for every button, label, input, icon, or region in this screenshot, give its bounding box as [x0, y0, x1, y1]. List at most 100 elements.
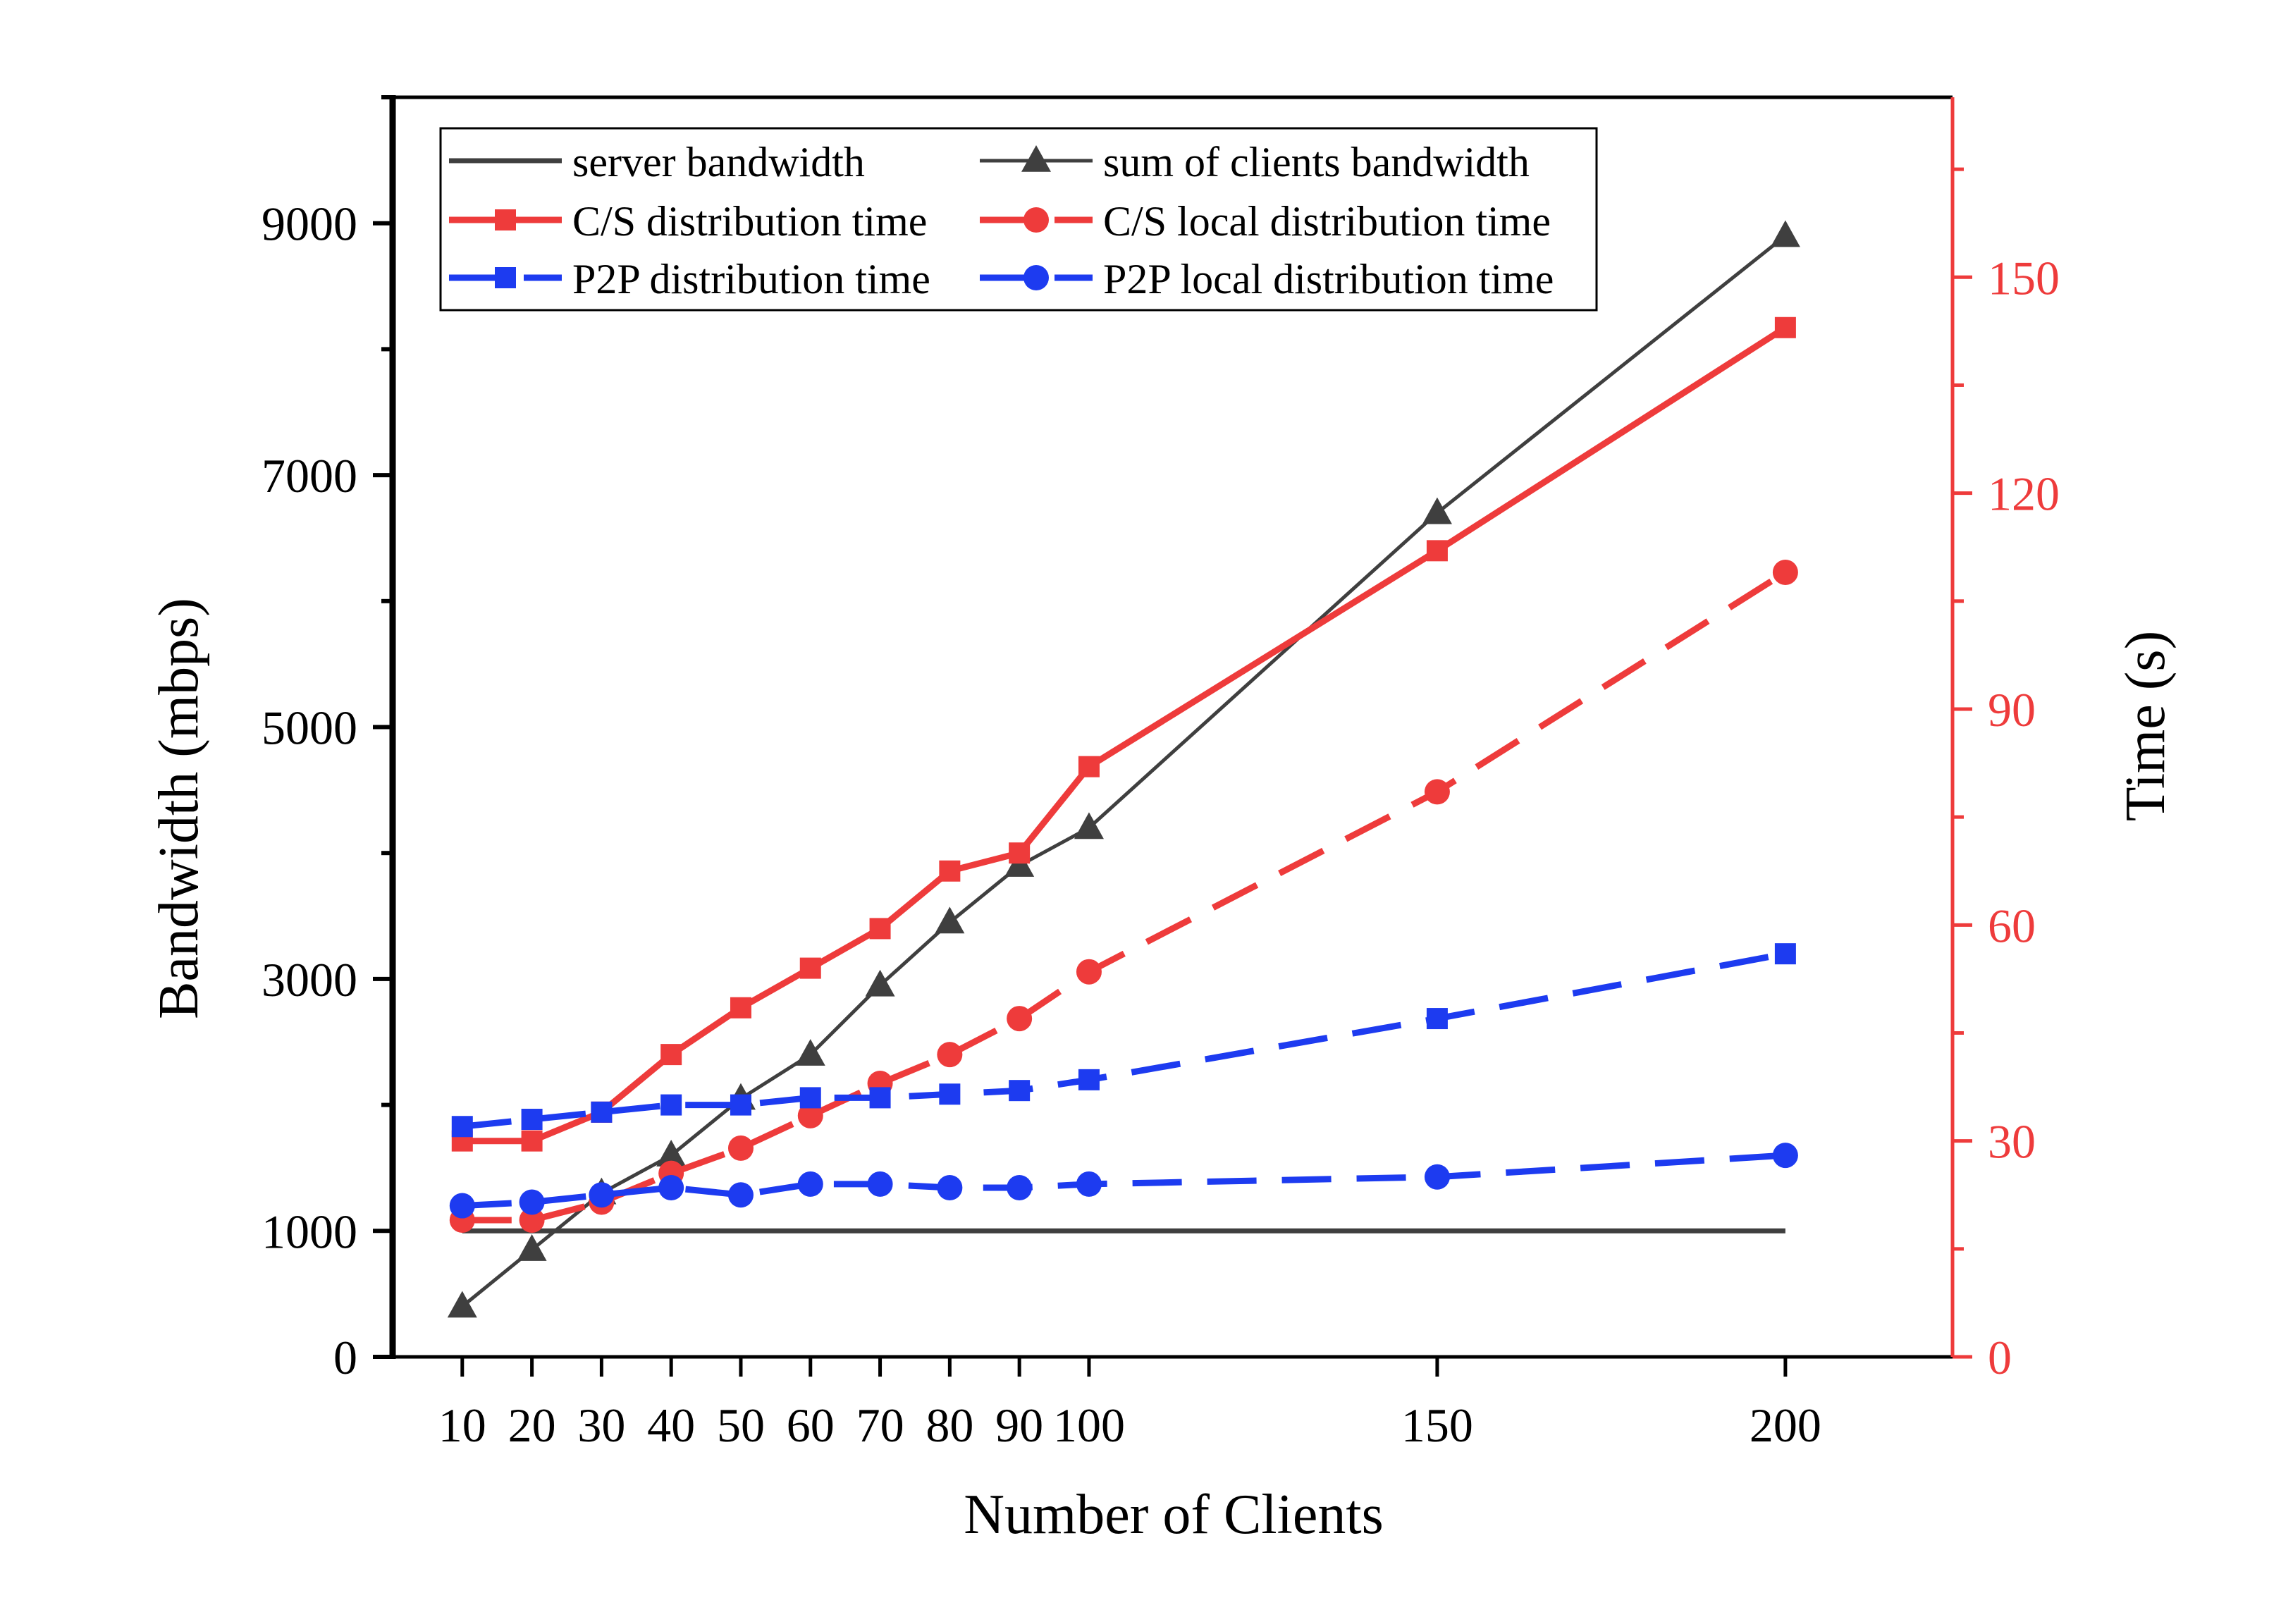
y-axis-left-title: Bandwidth (mbps) — [148, 598, 210, 1019]
y-left-tick-label: 1000 — [262, 1205, 357, 1258]
y-right-tick-label: 90 — [1988, 683, 2036, 737]
x-tick-label: 50 — [717, 1398, 765, 1452]
data-point-circle — [797, 1171, 823, 1197]
data-point-triangle — [517, 1234, 547, 1261]
x-tick-label: 40 — [647, 1398, 695, 1452]
data-point-square — [1009, 1080, 1031, 1102]
data-point-triangle — [447, 1291, 477, 1318]
data-point-circle — [449, 1193, 475, 1219]
data-point-square — [521, 1109, 543, 1131]
data-point-circle — [1076, 1171, 1102, 1197]
series-6 — [449, 1143, 1798, 1219]
series-line — [462, 950, 1786, 1130]
y-right-tick-label: 150 — [1988, 251, 2060, 304]
data-point-circle — [519, 1189, 545, 1215]
data-point-circle — [937, 1175, 963, 1201]
series-layer — [447, 220, 1800, 1318]
data-point-square — [799, 1087, 821, 1109]
data-point-circle — [937, 1042, 963, 1068]
legend-label: P2P distribution time — [572, 256, 930, 302]
data-point-circle — [658, 1175, 684, 1201]
legend-label: C/S local distribution time — [1103, 198, 1551, 245]
data-point-circle — [519, 1207, 545, 1233]
y-left-tick-label: 9000 — [262, 197, 357, 251]
y-right-tick-label: 0 — [1988, 1331, 2012, 1384]
y-left-tick-label: 5000 — [262, 701, 357, 755]
legend-item: C/S distribution time — [449, 198, 927, 245]
data-point-square — [1078, 756, 1100, 777]
data-point-square — [939, 860, 961, 882]
data-point-triangle — [1770, 220, 1800, 247]
data-point-circle — [1424, 779, 1450, 805]
x-tick-label: 10 — [438, 1398, 486, 1452]
data-point-circle — [1772, 559, 1798, 585]
axes-layer: 10 20 30 40 50 60 70 80 90 100 150 2000100030005000… — [262, 95, 2060, 1452]
y-axis-right-title: Time (s) — [2115, 631, 2177, 821]
data-point-square — [660, 1094, 682, 1116]
data-point-circle — [727, 1182, 754, 1208]
x-tick-label: 150 — [1401, 1398, 1473, 1452]
legend-item: C/S local distribution time — [980, 198, 1551, 245]
data-point-square — [521, 1130, 543, 1152]
data-point-square — [1426, 1008, 1448, 1030]
y-left-tick-label: 3000 — [262, 953, 357, 1007]
data-point-square — [869, 918, 891, 940]
data-point-circle — [1076, 959, 1102, 985]
data-point-triangle — [865, 969, 895, 997]
data-point-square — [660, 1044, 682, 1066]
data-point-circle — [1424, 1164, 1450, 1190]
data-point-square — [730, 997, 751, 1019]
x-tick-label: 20 — [508, 1398, 556, 1452]
data-point-square — [591, 1101, 613, 1123]
data-point-square — [495, 209, 516, 230]
legend: server bandwidth sum of clients bandwidth… — [439, 127, 1598, 312]
data-point-circle — [589, 1182, 615, 1208]
x-axis-title: Number of Clients — [964, 1484, 1383, 1546]
y-left-tick-label: 0 — [333, 1331, 357, 1384]
data-point-square — [869, 1087, 891, 1109]
y-right-tick-label: 120 — [1988, 467, 2060, 521]
legend-label: P2P local distribution time — [1103, 256, 1554, 302]
data-point-circle — [1772, 1143, 1798, 1169]
data-point-square — [730, 1094, 751, 1116]
data-point-triangle — [1074, 812, 1104, 839]
legend-item: server bandwidth — [449, 139, 865, 185]
data-point-circle — [1007, 1006, 1033, 1032]
series-5 — [451, 943, 1796, 1138]
x-tick-label: 100 — [1053, 1398, 1125, 1452]
data-point-square — [799, 957, 821, 979]
data-point-triangle — [935, 906, 965, 934]
legend-label: server bandwidth — [572, 139, 865, 185]
x-tick-label: 30 — [577, 1398, 625, 1452]
data-point-triangle — [795, 1039, 825, 1066]
data-point-circle — [1007, 1175, 1033, 1201]
x-tick-label: 80 — [926, 1398, 973, 1452]
data-point-square — [1426, 540, 1448, 562]
data-point-triangle — [1422, 497, 1452, 524]
data-point-square — [1078, 1069, 1100, 1090]
data-point-square — [1774, 316, 1796, 338]
legend-item: P2P distribution time — [449, 256, 930, 302]
x-tick-label: 90 — [995, 1398, 1043, 1452]
data-point-square — [1009, 842, 1031, 864]
data-point-square — [939, 1083, 961, 1105]
y-right-tick-label: 30 — [1988, 1115, 2036, 1169]
data-point-triangle — [656, 1140, 687, 1167]
data-point-square — [495, 267, 516, 288]
data-point-square — [451, 1116, 473, 1138]
data-point-circle — [1023, 207, 1049, 233]
x-tick-label: 70 — [856, 1398, 904, 1452]
x-tick-label: 60 — [787, 1398, 835, 1452]
data-point-triangle — [1021, 144, 1051, 172]
legend-label: C/S distribution time — [572, 198, 927, 245]
data-point-circle — [867, 1171, 893, 1197]
legend-label: sum of clients bandwidth — [1103, 139, 1530, 185]
series-line — [462, 1152, 1786, 1210]
data-point-circle — [727, 1135, 754, 1161]
x-tick-label: 200 — [1750, 1398, 1821, 1452]
legend-item: P2P local distribution time — [980, 256, 1554, 302]
y-right-tick-label: 60 — [1988, 899, 2036, 952]
series-line — [462, 325, 1788, 1145]
legend-item: sum of clients bandwidth — [980, 139, 1530, 185]
